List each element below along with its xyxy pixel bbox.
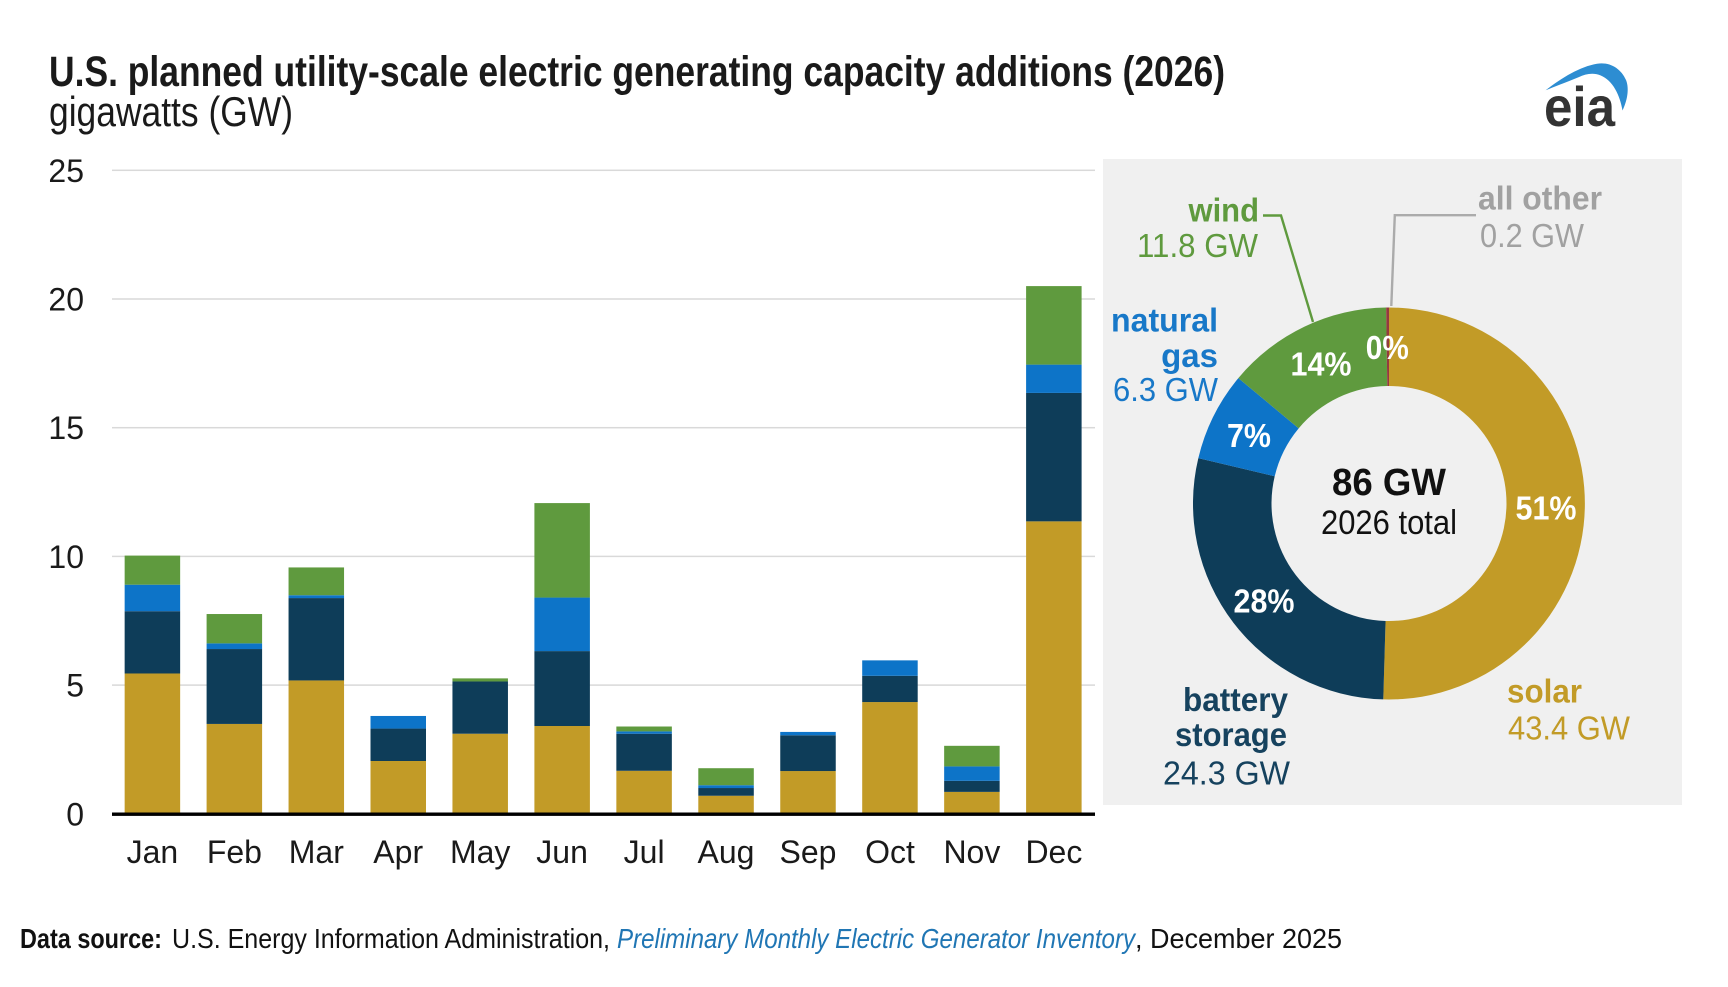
svg-text:5: 5 — [66, 668, 84, 704]
svg-text:Jul: Jul — [624, 834, 665, 870]
svg-text:gigawatts (GW): gigawatts (GW) — [49, 88, 293, 135]
svg-text:Preliminary Monthly Electric G: Preliminary Monthly Electric Generator I… — [617, 923, 1137, 954]
svg-text:0.2 GW: 0.2 GW — [1480, 217, 1585, 254]
svg-text:Mar: Mar — [289, 834, 344, 870]
svg-text:battery: battery — [1183, 681, 1289, 718]
svg-text:Sep: Sep — [780, 834, 837, 870]
svg-text:natural: natural — [1111, 302, 1218, 339]
svg-text:U.S. planned utility-scale ele: U.S. planned utility-scale electric gene… — [49, 48, 1225, 96]
svg-text:7%: 7% — [1227, 417, 1271, 454]
svg-text:May: May — [450, 834, 510, 870]
svg-text:14%: 14% — [1291, 346, 1352, 383]
svg-text:Jun: Jun — [536, 834, 588, 870]
svg-text:storage: storage — [1175, 716, 1287, 753]
svg-text:24.3 GW: 24.3 GW — [1163, 755, 1291, 792]
svg-text:Nov: Nov — [943, 834, 1000, 870]
svg-text:solar: solar — [1507, 673, 1582, 710]
svg-text:Feb: Feb — [207, 834, 262, 870]
svg-text:0: 0 — [66, 796, 84, 832]
svg-text:wind: wind — [1188, 192, 1259, 229]
svg-text:Apr: Apr — [373, 834, 423, 870]
svg-text:6.3 GW: 6.3 GW — [1113, 371, 1219, 408]
svg-text:15: 15 — [48, 410, 84, 446]
svg-text:, December 2025: , December 2025 — [1135, 923, 1342, 954]
svg-text:Jan: Jan — [127, 834, 179, 870]
svg-text:10: 10 — [48, 539, 84, 575]
svg-text:Data source:: Data source: — [20, 923, 162, 954]
svg-text:2026 total: 2026 total — [1321, 504, 1457, 542]
svg-text:gas: gas — [1161, 337, 1218, 374]
svg-text:51%: 51% — [1516, 489, 1577, 526]
svg-text:0%: 0% — [1366, 329, 1409, 366]
svg-text:eia: eia — [1544, 75, 1616, 138]
svg-text:all other: all other — [1478, 180, 1602, 217]
svg-text:Dec: Dec — [1025, 834, 1082, 870]
svg-text:25: 25 — [48, 153, 84, 189]
svg-text:43.4 GW: 43.4 GW — [1508, 710, 1631, 747]
svg-text:11.8 GW: 11.8 GW — [1137, 227, 1259, 264]
svg-text:86 GW: 86 GW — [1332, 462, 1446, 504]
svg-text:Oct: Oct — [865, 834, 915, 870]
svg-text:20: 20 — [48, 282, 84, 318]
svg-text:U.S. Energy Information Admini: U.S. Energy Information Administration, — [172, 923, 610, 954]
svg-text:28%: 28% — [1234, 583, 1295, 620]
svg-text:Aug: Aug — [698, 834, 755, 870]
